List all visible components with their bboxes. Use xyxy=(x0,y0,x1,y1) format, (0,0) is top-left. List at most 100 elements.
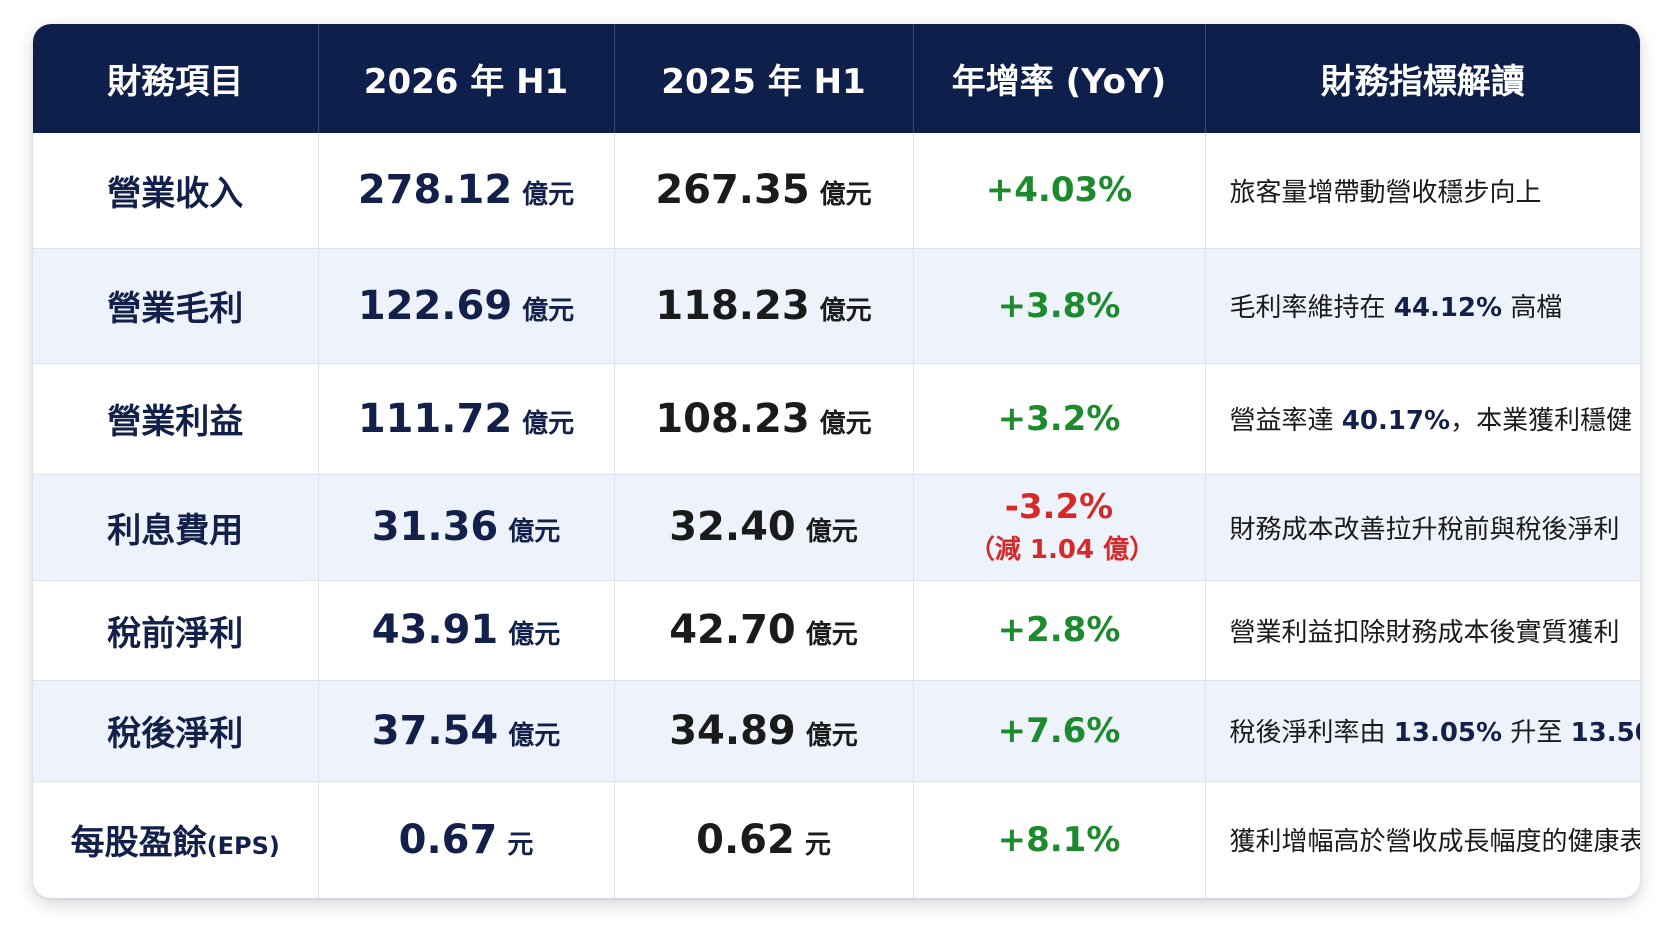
desc-highlight-2: 13.50% xyxy=(1570,718,1640,748)
yoy-value: +8.1% xyxy=(998,820,1121,860)
value-2025: 42.70 xyxy=(669,607,796,653)
value-2026: 122.69 xyxy=(357,282,513,329)
yoy-value: +7.6% xyxy=(998,711,1121,751)
cell-item: 營業收入 xyxy=(33,133,319,249)
cell-yoy: +3.2% xyxy=(913,363,1206,475)
yoy-value: +3.8% xyxy=(998,286,1121,326)
unit-2026: 億元 xyxy=(508,517,561,547)
value-2025: 32.40 xyxy=(669,504,796,550)
desc-text: 營益率達 xyxy=(1229,406,1342,436)
unit-2025: 億元 xyxy=(805,620,858,650)
cell-2026: 37.54 億元 xyxy=(318,680,615,782)
unit-2025: 億元 xyxy=(805,517,858,547)
desc-text: 毛利率維持在 xyxy=(1229,293,1394,323)
cell-item: 稅前淨利 xyxy=(33,580,319,681)
table-header-row: 財務項目 2026 年 H1 2025 年 H1 年增率 (YoY) 財務指標解… xyxy=(33,24,1640,133)
yoy-percent: +3.2% xyxy=(997,398,1121,439)
desc-text: 營業利益扣除財務成本後實質獲利 xyxy=(1229,617,1620,648)
cell-2026: 111.72 億元 xyxy=(318,363,615,475)
cell-2025: 267.35 億元 xyxy=(614,133,914,249)
header-item: 財務項目 xyxy=(33,24,319,133)
cell-2025: 42.70 億元 xyxy=(614,580,914,681)
cell-item: 稅後淨利 xyxy=(33,680,319,782)
value-2026: 37.54 xyxy=(371,707,499,754)
yoy-percent: +3.8% xyxy=(997,285,1121,326)
table-row: 每股盈餘(EPS) 0.67 元 0.62 元 +8.1% 獲利增幅高於營收成長幅度… xyxy=(33,781,1640,898)
desc-text: 旅客量增帶動營收穩步向上 xyxy=(1229,177,1542,208)
cell-yoy: -3.2% （減 1.04 億） xyxy=(913,474,1206,581)
unit-2025: 億元 xyxy=(819,180,872,211)
unit-2026: 億元 xyxy=(508,720,561,751)
cell-item: 每股盈餘(EPS) xyxy=(33,781,319,898)
item-label: 稅前淨利 xyxy=(107,613,244,654)
item-label: 營業利益 xyxy=(107,402,244,442)
unit-2026: 億元 xyxy=(522,295,575,326)
cell-item: 營業利益 xyxy=(33,363,319,475)
cell-2026: 43.91 億元 xyxy=(318,580,615,681)
yoy-value: +2.8% xyxy=(998,610,1121,650)
table-row: 稅前淨利 43.91 億元 42.70 億元 +2.8% 營業利益扣除財務成本後實質… xyxy=(33,580,1640,681)
cell-2025: 0.62 元 xyxy=(614,781,914,898)
desc-text: 獲利增幅高於營收成長幅度的健康表現 xyxy=(1229,827,1641,858)
desc-text: 財務成本改善拉升稅前與稅後淨利 xyxy=(1229,514,1620,545)
financial-table: 財務項目 2026 年 H1 2025 年 H1 年增率 (YoY) 財務指標解… xyxy=(33,24,1640,898)
desc-highlight: 44.12% xyxy=(1393,293,1503,323)
item-label: 營業毛利 xyxy=(107,289,244,329)
cell-yoy: +2.8% xyxy=(913,580,1206,681)
unit-2025: 元 xyxy=(804,829,831,860)
cell-yoy: +8.1% xyxy=(913,781,1206,898)
cell-yoy: +3.8% xyxy=(913,248,1206,364)
unit-2026: 億元 xyxy=(508,620,561,650)
unit-2025: 億元 xyxy=(819,295,872,326)
header-interpretation: 財務指標解讀 xyxy=(1320,62,1525,102)
desc-highlight: 13.05% xyxy=(1393,718,1503,748)
cell-item: 利息費用 xyxy=(33,474,319,581)
unit-2025: 億元 xyxy=(805,720,858,751)
value-2026: 111.72 xyxy=(357,395,513,442)
cell-2025: 34.89 億元 xyxy=(614,680,914,782)
value-2025: 108.23 xyxy=(655,395,810,442)
cell-interpretation: 營益率達 40.17%，本業獲利穩健 xyxy=(1205,363,1640,475)
header-2026-h1: 2026 年 H1 xyxy=(318,24,615,133)
item-label-suffix: (EPS) xyxy=(206,832,280,861)
cell-yoy: +7.6% xyxy=(913,680,1206,782)
financial-table-card: 財務項目 2026 年 H1 2025 年 H1 年增率 (YoY) 財務指標解… xyxy=(33,24,1640,898)
yoy-percent: +8.1% xyxy=(997,819,1121,860)
value-2025: 0.62 xyxy=(696,816,795,863)
cell-2026: 278.12 億元 xyxy=(318,133,615,249)
item-label: 營業收入 xyxy=(107,173,244,214)
value-2025: 34.89 xyxy=(669,707,796,754)
yoy-percent: +4.03% xyxy=(985,170,1133,211)
cell-interpretation: 營業利益扣除財務成本後實質獲利 xyxy=(1205,580,1640,681)
value-2026: 0.67 xyxy=(398,816,498,863)
yoy-percent: +7.6% xyxy=(997,710,1121,751)
cell-item: 營業毛利 xyxy=(33,248,319,364)
item-label: 每股盈餘 xyxy=(70,823,207,864)
value-2026: 43.91 xyxy=(371,607,499,653)
unit-2025: 億元 xyxy=(819,408,872,439)
table-row: 營業收入 278.12 億元 267.35 億元 +4.03% 旅客量增帶動營收穩步… xyxy=(33,133,1640,249)
desc-highlight: 40.17% xyxy=(1341,406,1451,436)
cell-interpretation: 毛利率維持在 44.12% 高檔 xyxy=(1205,248,1640,364)
yoy-value: +4.03% xyxy=(986,170,1132,210)
cell-2026: 122.69 億元 xyxy=(318,248,615,364)
header-yoy: 年增率 (YoY) xyxy=(913,24,1206,133)
value-2026: 31.36 xyxy=(371,504,499,550)
item-label: 稅後淨利 xyxy=(107,714,244,754)
desc-text-end: ，本業獲利穩健 xyxy=(1450,406,1633,436)
cell-yoy: +4.03% xyxy=(913,133,1206,249)
header-2025-h1: 2025 年 H1 xyxy=(614,24,914,133)
cell-2026: 0.67 元 xyxy=(318,781,615,898)
table-row: 營業毛利 122.69 億元 118.23 億元 +3.8% 毛利率維持在 44.1… xyxy=(33,248,1640,364)
desc-text-mid: 升至 xyxy=(1502,718,1571,748)
yoy-percent: -3.2% xyxy=(1004,487,1114,527)
table-row: 利息費用 31.36 億元 32.40 億元 -3.2% （減 1.04 億） 財務成… xyxy=(33,474,1640,581)
table-row: 營業利益 111.72 億元 108.23 億元 +3.2% 營益率達 40.17%… xyxy=(33,363,1640,475)
desc-text: 稅後淨利率由 xyxy=(1229,718,1394,748)
cell-interpretation: 稅後淨利率由 13.05% 升至 13.50% xyxy=(1205,680,1640,782)
cell-interpretation: 財務成本改善拉升稅前與稅後淨利 xyxy=(1205,474,1640,581)
cell-interpretation: 獲利增幅高於營收成長幅度的健康表現 xyxy=(1205,781,1641,898)
yoy-value: +3.2% xyxy=(998,399,1121,439)
cell-2025: 118.23 億元 xyxy=(614,248,914,364)
cell-2026: 31.36 億元 xyxy=(318,474,615,581)
